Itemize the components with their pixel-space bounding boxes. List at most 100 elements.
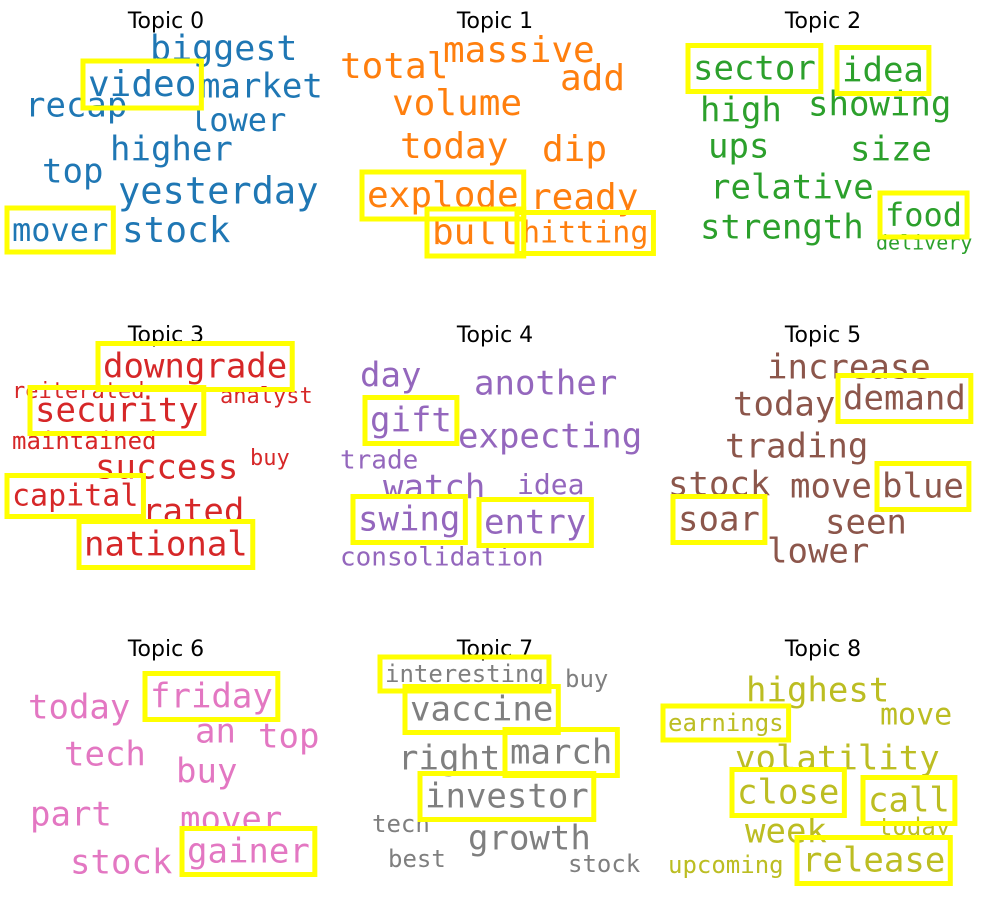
word: dip [542,129,607,170]
highlight-box [417,771,597,822]
word: soar [678,500,760,540]
word: idea [517,468,584,501]
word: gainer [187,832,310,872]
highlight-box [877,190,970,240]
word: march [510,733,612,773]
highlight-box [4,473,146,519]
highlight-box [476,497,594,548]
highlight-box [685,43,824,94]
word: security [35,391,199,431]
word: growth [468,819,591,859]
word: investor [425,777,589,817]
word: stock [70,843,172,883]
highlight-box [80,58,204,111]
word: expecting [458,417,642,457]
word: buy [250,446,290,471]
word: stock [568,850,641,878]
highlight-box [350,494,468,545]
word: massive [443,30,595,71]
word: top [258,717,319,757]
word: watch [383,468,485,508]
word: gift [370,401,452,441]
highlight-box [424,206,527,259]
word: today [28,688,130,728]
word: market [200,67,323,107]
word: trading [725,427,868,467]
highlight-box [27,385,207,436]
word: capital [12,479,138,514]
word: another [474,364,617,404]
word: buy [565,665,608,693]
word: top [42,152,103,192]
highlight-box [834,45,932,96]
word: stock [122,210,231,251]
word: mover [180,800,282,840]
word: friday [150,677,273,717]
word: yesterday [118,170,318,213]
highlight-box [514,210,656,256]
panel-title: Topic 2 [784,9,861,34]
word: upcoming [668,851,784,879]
word: sector [693,49,816,89]
word: success [95,448,238,488]
word: week [745,812,827,852]
word: move [880,698,952,733]
word: lower [190,101,286,139]
word: add [560,58,625,99]
word: food [885,196,962,234]
word: high [700,91,782,131]
word: buy [176,752,237,792]
word: part [30,795,112,835]
highlight-box [4,205,116,255]
highlight-box [179,826,318,877]
word: entry [484,503,586,543]
panel-title: Topic 5 [784,323,861,348]
highlight-box [670,494,768,545]
word: downgrade [103,347,287,387]
highlight-box [362,395,460,446]
panel-title: Topic 4 [456,323,533,348]
panel-title: Topic 0 [127,9,204,34]
word: rated [142,492,244,532]
word: hitting [522,216,648,251]
word: demand [843,379,966,419]
word: lower [767,532,869,572]
highlight-box [402,684,561,735]
word: today [400,126,508,167]
panel-title: Topic 6 [127,637,204,662]
highlight-box [874,461,972,512]
panel-title: Topic 8 [784,637,861,662]
highlight-box [794,835,953,886]
word: blue [882,467,964,507]
word: delivery [876,231,972,255]
highlight-box [142,671,281,722]
word: volume [392,83,522,124]
word: total [340,46,448,87]
highlight-box [835,373,974,424]
highlight-box [729,767,847,818]
word: day [360,356,421,396]
highlight-box [76,519,256,570]
word: vaccine [410,690,553,730]
word: swing [358,500,460,540]
word: trade [340,446,418,476]
word: move [790,467,872,507]
word: tech [64,735,146,775]
word: close [737,773,839,813]
highlight-box [359,169,527,222]
panel-title: Topic 1 [456,9,533,34]
word: mover [12,211,108,249]
word: best [388,845,446,873]
highlight-box [860,775,958,826]
word: earnings [668,709,784,737]
word: relative [710,168,874,208]
highlight-box [660,703,792,743]
word: size [850,130,932,170]
word: idea [842,51,924,91]
word: ups [708,127,769,167]
word: higher [110,130,233,170]
word: increase [767,348,931,388]
word: today [733,385,835,425]
highlight-box [377,654,552,694]
